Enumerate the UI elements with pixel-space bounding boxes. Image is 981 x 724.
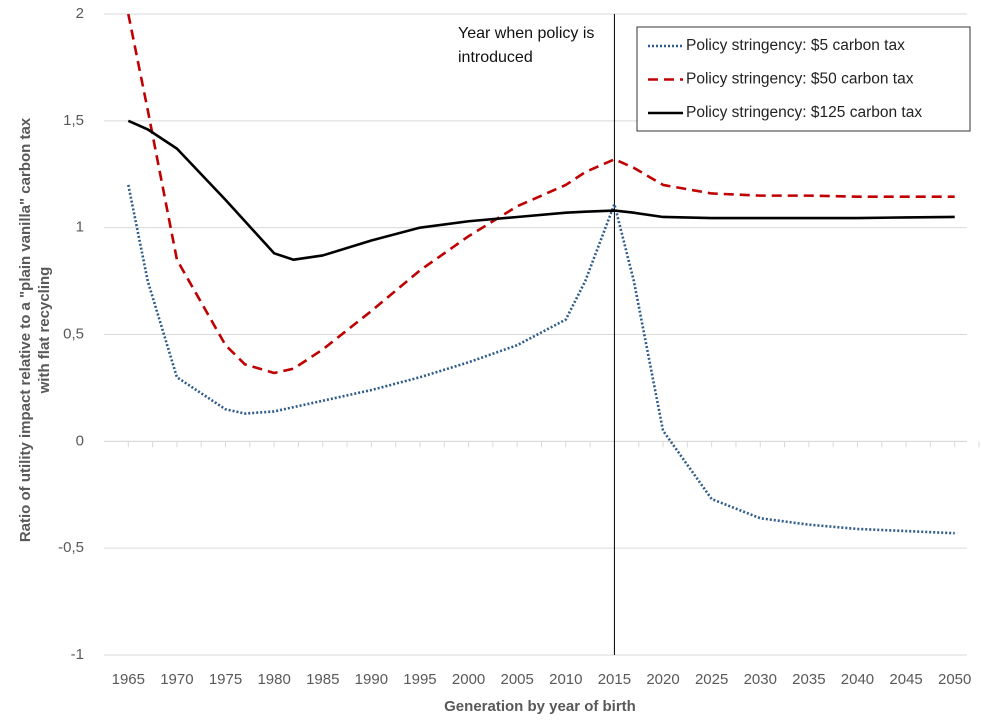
x-tick-label: 2010 xyxy=(549,671,582,688)
series-line xyxy=(127,13,955,375)
x-tick-label: 1990 xyxy=(355,671,388,688)
x-tick-label: 2035 xyxy=(792,671,825,688)
y-tick-label: 2 xyxy=(76,5,84,22)
y-tick-label: 0,5 xyxy=(63,325,84,342)
annotation: Year when policy is introduced xyxy=(458,25,595,66)
x-axis-label: Generation by year of birth xyxy=(444,698,636,715)
y-tick-label: -1 xyxy=(71,646,84,663)
x-tick-label: 1980 xyxy=(257,671,290,688)
x-tick-label: 1975 xyxy=(209,671,242,688)
legend-label: Policy stringency: $5 carbon tax xyxy=(686,37,905,54)
x-tick-label: 2045 xyxy=(889,671,922,688)
y-tick-label: 0 xyxy=(76,432,84,449)
x-tick-label: 2030 xyxy=(744,671,777,688)
legend-label: Policy stringency: $50 carbon tax xyxy=(686,71,914,88)
series-line xyxy=(127,184,955,535)
x-tick-label: 1965 xyxy=(112,671,145,688)
x-tick-label: 1985 xyxy=(306,671,339,688)
y-tick-label: 1 xyxy=(76,219,84,236)
x-tick-label: 2050 xyxy=(938,671,971,688)
y-tick-label: -0,5 xyxy=(58,539,84,556)
x-tick-label: 1995 xyxy=(403,671,436,688)
x-tick-label: 2000 xyxy=(452,671,485,688)
y-axis-label: Ratio of utility impact relative to a "p… xyxy=(17,117,53,543)
y-tick-label: 1,5 xyxy=(63,112,84,129)
x-tick-label: 2025 xyxy=(695,671,728,688)
x-tick-label: 2020 xyxy=(646,671,679,688)
x-tick-label: 2040 xyxy=(841,671,874,688)
x-tick-label: 1970 xyxy=(160,671,193,688)
series-line xyxy=(127,119,955,262)
x-tick-label: 2015 xyxy=(598,671,631,688)
legend-box xyxy=(636,26,971,132)
legend-label: Policy stringency: $125 carbon tax xyxy=(686,104,922,121)
legend: Policy stringency: $5 carbon tax Policy s… xyxy=(636,26,971,132)
x-tick-label: 2005 xyxy=(501,671,534,688)
